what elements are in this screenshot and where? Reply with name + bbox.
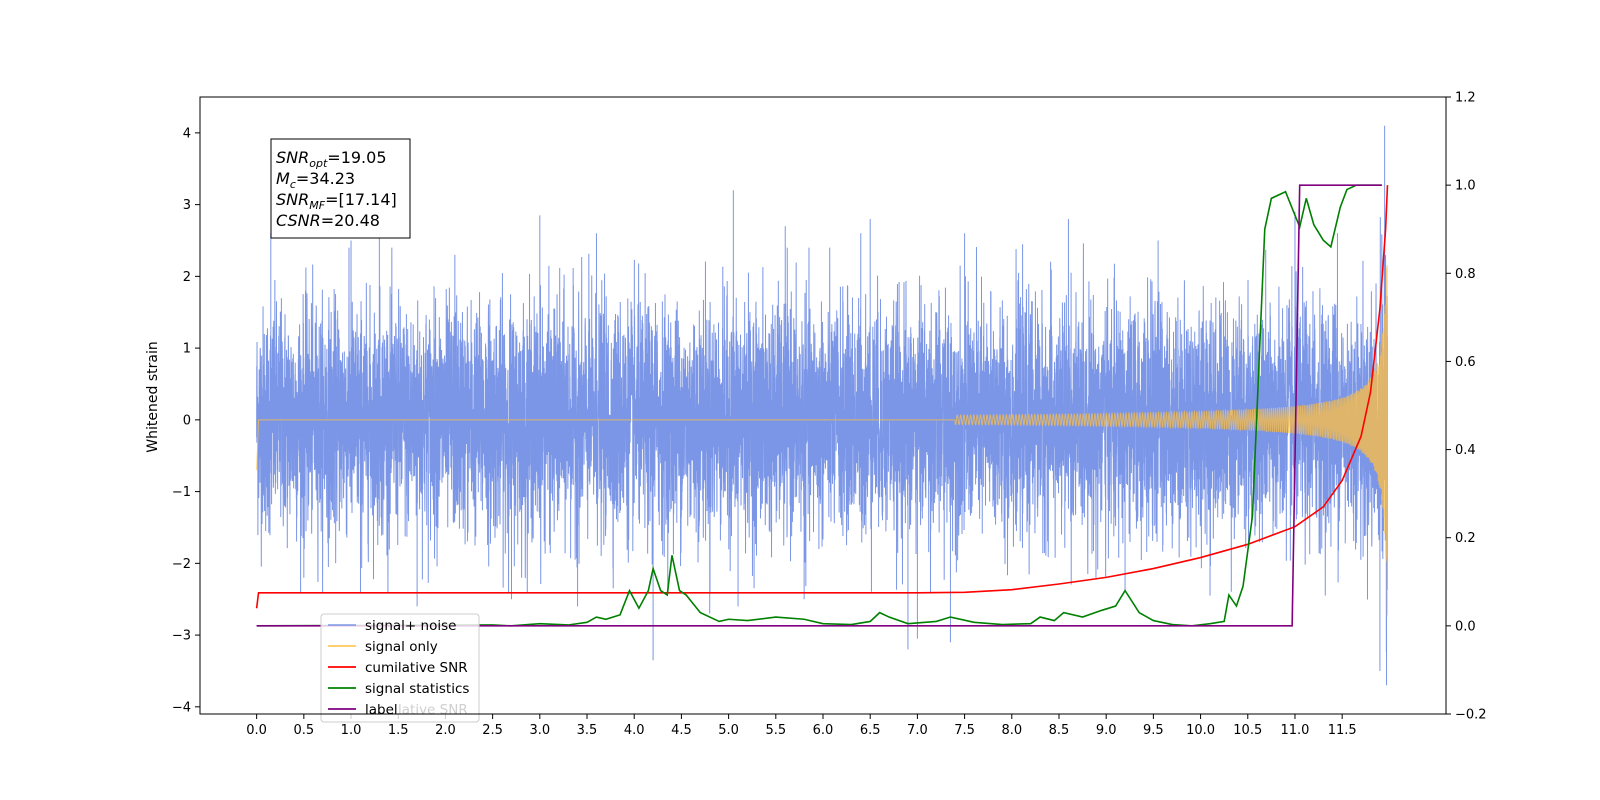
x-tick-label: 5.0 (718, 723, 739, 738)
y-tick-label: −4 (172, 700, 191, 715)
annotation-csnr: CSNR=20.48 (276, 211, 380, 230)
legend-frame (320, 613, 480, 723)
y2-tick-label: 0.4 (1455, 443, 1476, 458)
y-tick-label: 0 (183, 413, 191, 428)
legend-entry: signal+ noise (365, 618, 456, 634)
series-cumilative-snr-line (255, 185, 1389, 609)
x-tick-label: 9.5 (1143, 723, 1164, 738)
y-tick-label: −3 (172, 629, 191, 644)
x-tick-label: 6.5 (860, 723, 881, 738)
y-tick-label: −2 (172, 557, 191, 572)
y-tick-label: 4 (183, 126, 191, 141)
annotation-frame (270, 138, 411, 239)
y-tick-label: 3 (183, 198, 191, 213)
y-axis-label: Whitened strain (145, 341, 161, 452)
annotation-mc: Mc=34.23 (276, 169, 355, 191)
legend-overlap-text: lative SNR (398, 702, 468, 718)
legend-entry: cumilative SNR (365, 660, 468, 676)
series-signal-noise-line (256, 125, 1388, 686)
y2-tick-label: −0.2 (1455, 708, 1487, 723)
x-tick-label: 8.5 (1049, 723, 1070, 738)
x-tick-label: 9.0 (1096, 723, 1117, 738)
x-tick-label: 10.5 (1233, 723, 1262, 738)
x-tick-label: 7.0 (907, 723, 928, 738)
y2-tick-label: 0.2 (1455, 531, 1476, 546)
annotation-snr-opt: SNRopt=19.05 (276, 148, 387, 170)
legend-entry: signal only (365, 639, 438, 655)
x-tick-label: 8.0 (1001, 723, 1022, 738)
x-tick-label: 11.0 (1280, 723, 1309, 738)
y2-tick-label: 0.8 (1455, 267, 1476, 282)
series-signal-statistics-line (256, 184, 1382, 627)
annotation-box: SNRopt=19.05Mc=34.23SNRMF=[17.14]CSNR=20… (270, 138, 411, 239)
y2-tick-label: 1.0 (1455, 179, 1476, 194)
x-tick-label: 3.5 (577, 723, 598, 738)
y2-tick-label: 0.0 (1455, 619, 1476, 634)
legend: signal+ noise signal only cumilative SNR si… (320, 613, 480, 723)
legend-entry: label (365, 702, 398, 718)
x-tick-label: 1.5 (388, 723, 409, 738)
x-tick-label: 2.5 (482, 723, 503, 738)
x-tick-label: 0.5 (293, 723, 314, 738)
x-tick-label: 3.0 (529, 723, 550, 738)
x-tick-label: 4.0 (624, 723, 645, 738)
series-signal-only-line (256, 265, 1388, 616)
plot-frame (199, 96, 1447, 715)
series-label-line (256, 184, 1382, 627)
x-tick-label: 7.5 (954, 723, 975, 738)
tick-labels: 0.0 0.5 1.0 1.5 2.0 2.5 3.0 3.5 4.0 4.5 5.0 5.5 6.0 6… (172, 91, 1487, 739)
x-tick-label: 1.0 (341, 723, 362, 738)
x-tick-label: 6.0 (813, 723, 834, 738)
y-tick-label: −1 (172, 485, 191, 500)
plot-area (255, 125, 1389, 686)
x-tick-label: 11.5 (1328, 723, 1357, 738)
y-tick-label: 1 (183, 342, 191, 357)
legend-entry: signal statistics (365, 681, 469, 697)
y2-tick-label: 1.2 (1455, 91, 1476, 106)
x-tick-label: 5.5 (765, 723, 786, 738)
x-tick-label: 2.0 (435, 723, 456, 738)
y2-tick-label: 0.6 (1455, 355, 1476, 370)
annotation-snr-mf: SNRMF=[17.14] (276, 190, 397, 212)
y-tick-label: 2 (183, 270, 191, 285)
x-tick-label: 4.5 (671, 723, 692, 738)
x-tick-label: 0.0 (246, 723, 267, 738)
x-tick-label: 10.0 (1186, 723, 1215, 738)
